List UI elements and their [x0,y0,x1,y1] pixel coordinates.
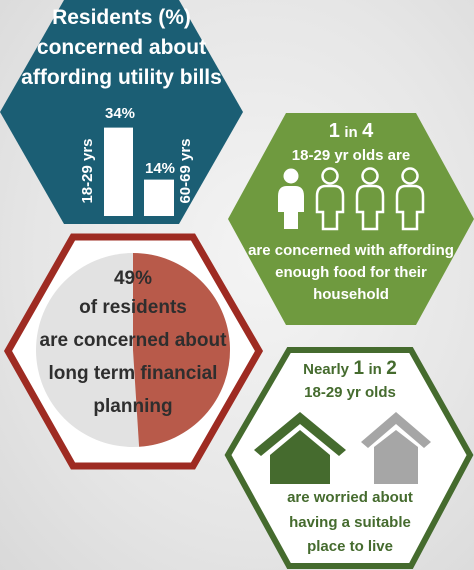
housing-in: in [368,361,382,378]
finance-pie-slice [133,253,231,447]
finance-percent: 49% [113,268,153,289]
housing-hexagon-shape [224,347,474,569]
person-icon-outline [395,167,425,231]
person-icon-outline [315,167,345,231]
utility-title-line2: concerned about [36,36,207,59]
food-line3: household [313,286,389,303]
finance-line2: are concerned about [39,330,227,351]
food-line1: are concerned with affording [248,242,454,259]
people-icons [278,167,425,231]
food-hexagon-shape [228,113,474,325]
food-sub: 18-29 yr olds are [291,147,411,164]
housing-sub: 18-29 yr olds [304,384,396,401]
food-ratio: 1 in 4 [286,120,416,143]
finance-line4: planning [93,396,173,417]
utility-hexagon-shape [0,0,243,224]
housing-den: 2 [386,358,397,379]
food-ratio-num: 1 [328,120,340,142]
finance-line1: of residents [79,297,187,318]
house-icon-gray [361,412,431,484]
housing-num: 1 [353,358,365,379]
bar-60-69 [144,179,174,216]
housing-line3: place to live [307,538,393,555]
housing-ratio: Nearly 1 in 2 [270,358,430,380]
food-line2: enough food for their [275,264,427,281]
housing-line1: are worried about [287,489,413,506]
person-icon-filled [278,168,304,229]
finance-line3: long term financial [48,363,218,384]
housing-pre: Nearly [303,361,349,378]
food-ratio-in: in [344,124,358,141]
bar2-value-label: 14% [144,160,176,177]
house-icon-green [254,412,346,484]
person-icon-outline [355,167,385,231]
housing-line2: having a suitable [289,514,411,531]
bar1-value-label: 34% [104,105,136,122]
utility-title-line3: affording utility bills [21,66,222,89]
utility-title-line1: Residents (%) [52,6,191,29]
food-ratio-den: 4 [362,120,374,142]
bar-18-29 [104,127,133,216]
